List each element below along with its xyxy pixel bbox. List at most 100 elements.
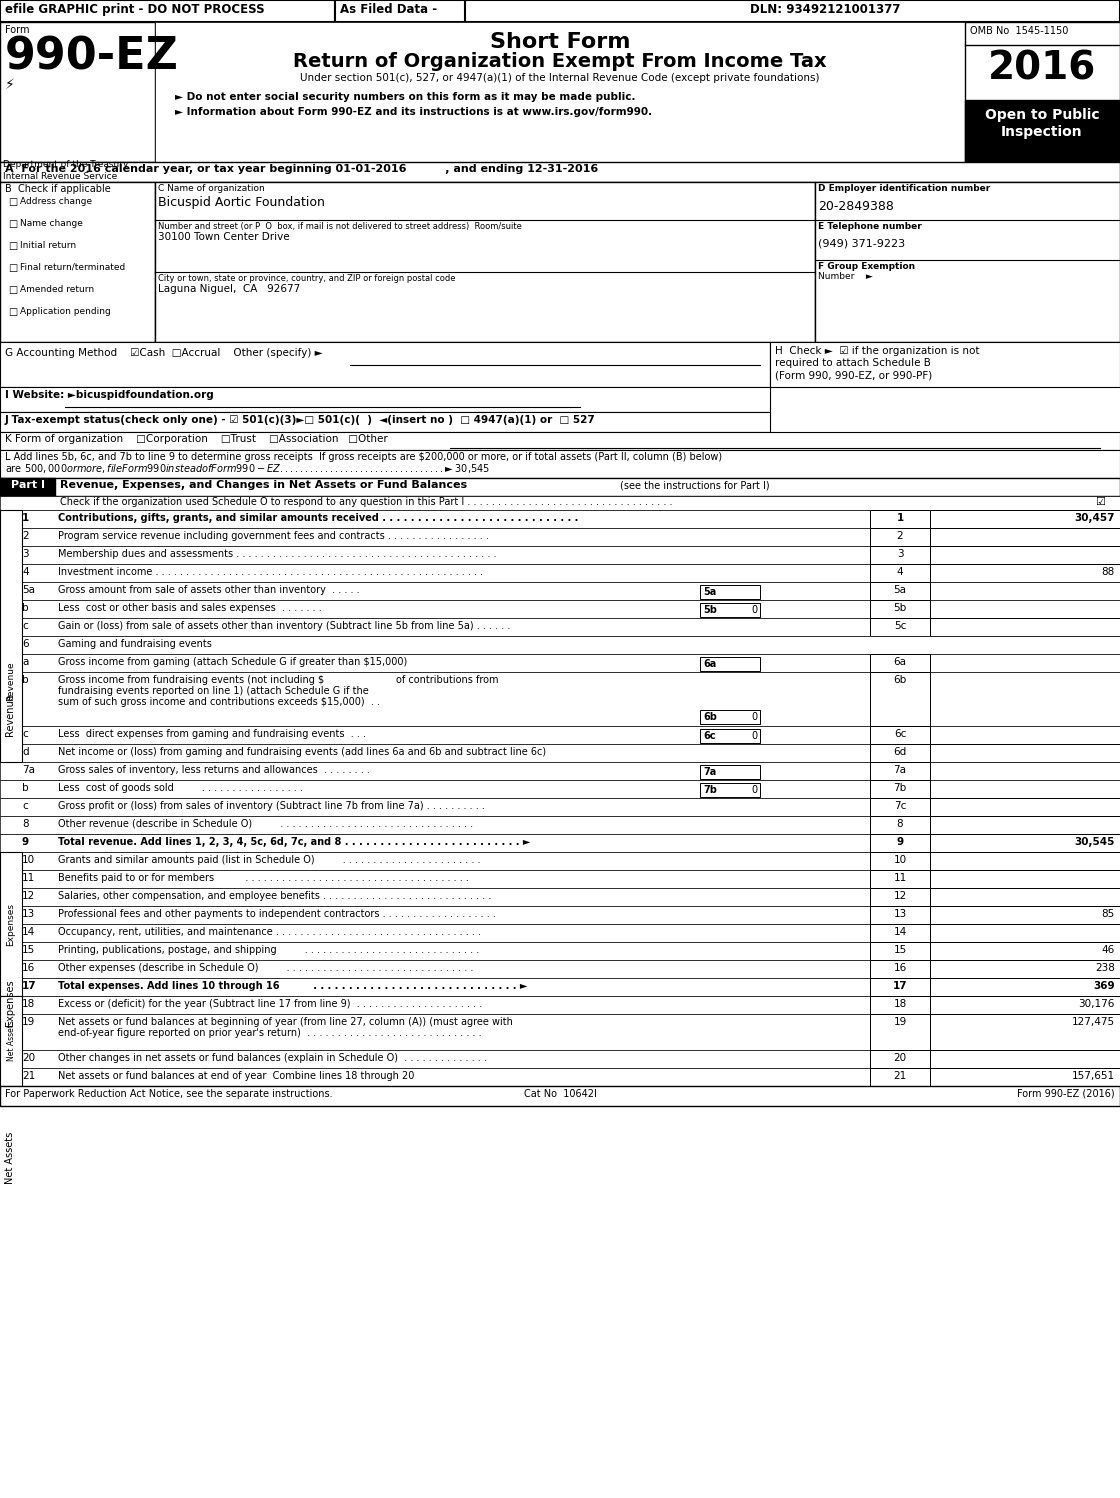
- Bar: [930, 960, 1120, 978]
- Bar: [870, 798, 930, 816]
- Text: 6a: 6a: [703, 659, 717, 670]
- Text: 46: 46: [1102, 945, 1116, 956]
- Text: 10: 10: [894, 855, 906, 864]
- Text: 4: 4: [22, 568, 29, 577]
- Bar: [0, 924, 1120, 942]
- Text: 18: 18: [22, 999, 35, 1010]
- Text: sum of such gross income and contributions exceeds $15,000)  . .: sum of such gross income and contributio…: [58, 697, 380, 707]
- Bar: [870, 601, 930, 619]
- Text: b: b: [22, 783, 29, 792]
- Text: fundraising events reported on line 1) (attach Schedule G if the: fundraising events reported on line 1) (…: [58, 686, 368, 697]
- Text: 17: 17: [893, 981, 907, 992]
- Text: Grants and similar amounts paid (list in Schedule O)         . . . . . . . . . .: Grants and similar amounts paid (list in…: [58, 855, 480, 864]
- Text: 7a: 7a: [894, 765, 906, 774]
- Text: 20: 20: [894, 1053, 906, 1064]
- Bar: [0, 509, 22, 762]
- Bar: [870, 673, 930, 727]
- Text: Final return/terminated: Final return/terminated: [20, 264, 125, 273]
- Bar: [771, 342, 1120, 386]
- Bar: [0, 22, 155, 162]
- Text: c: c: [22, 730, 28, 739]
- Text: D Employer identification number: D Employer identification number: [818, 184, 990, 193]
- Text: 6b: 6b: [703, 712, 717, 722]
- Bar: [930, 1050, 1120, 1068]
- Text: Expenses: Expenses: [4, 980, 15, 1026]
- Bar: [870, 942, 930, 960]
- Text: 11: 11: [22, 873, 35, 882]
- Text: 20-2849388: 20-2849388: [818, 201, 894, 213]
- Bar: [0, 545, 1120, 565]
- Text: required to attach Schedule B: required to attach Schedule B: [775, 358, 931, 369]
- Bar: [870, 1014, 930, 1050]
- Text: Inspection: Inspection: [1001, 124, 1083, 139]
- Text: 6c: 6c: [703, 731, 716, 742]
- Text: 6a: 6a: [894, 658, 906, 667]
- Bar: [930, 870, 1120, 888]
- Bar: [0, 478, 55, 496]
- Text: Program service revenue including government fees and contracts . . . . . . . . : Program service revenue including govern…: [58, 530, 488, 541]
- Text: 15: 15: [894, 945, 906, 956]
- Bar: [335, 0, 465, 22]
- Text: Other revenue (describe in Schedule O)         . . . . . . . . . . . . . . . . .: Other revenue (describe in Schedule O) .…: [58, 819, 473, 828]
- Text: Net Assets: Net Assets: [4, 1131, 15, 1183]
- Text: 30100 Town Center Drive: 30100 Town Center Drive: [158, 232, 290, 243]
- Text: 10: 10: [22, 855, 35, 864]
- Text: 30,457: 30,457: [1074, 512, 1116, 523]
- Bar: [700, 586, 760, 599]
- Bar: [870, 727, 930, 745]
- Bar: [700, 658, 760, 671]
- Text: 14: 14: [894, 927, 906, 938]
- Bar: [0, 996, 1120, 1014]
- Text: □: □: [8, 219, 17, 229]
- Bar: [0, 798, 1120, 816]
- Bar: [0, 1050, 1120, 1068]
- Text: Less  cost of goods sold         . . . . . . . . . . . . . . . . .: Less cost of goods sold . . . . . . . . …: [58, 783, 302, 792]
- Bar: [930, 1014, 1120, 1050]
- Text: (see the instructions for Part I): (see the instructions for Part I): [620, 479, 769, 490]
- Text: □: □: [8, 241, 17, 252]
- Bar: [0, 852, 22, 996]
- Text: efile GRAPHIC print - DO NOT PROCESS: efile GRAPHIC print - DO NOT PROCESS: [4, 3, 264, 16]
- Text: Part I: Part I: [11, 479, 45, 490]
- Text: 7b: 7b: [703, 785, 717, 795]
- Bar: [0, 181, 155, 342]
- Text: 9: 9: [22, 837, 29, 846]
- Text: 1: 1: [22, 512, 29, 523]
- Bar: [0, 762, 1120, 780]
- Bar: [870, 996, 930, 1014]
- Bar: [870, 527, 930, 545]
- Text: Revenue: Revenue: [4, 694, 15, 737]
- Text: Other expenses (describe in Schedule O)         . . . . . . . . . . . . . . . . : Other expenses (describe in Schedule O) …: [58, 963, 474, 974]
- Text: 14: 14: [22, 927, 35, 938]
- Text: Cat No  10642I: Cat No 10642I: [523, 1089, 597, 1100]
- Bar: [0, 478, 1120, 496]
- Text: are $500,000 or more, file Form 990 instead of Form 990-EZ . . . . . . . . . . .: are $500,000 or more, file Form 990 inst…: [4, 461, 491, 475]
- Text: a: a: [22, 658, 28, 667]
- Text: 88: 88: [1102, 568, 1116, 577]
- Text: Gross sales of inventory, less returns and allowances  . . . . . . . .: Gross sales of inventory, less returns a…: [58, 765, 370, 774]
- Bar: [930, 798, 1120, 816]
- Bar: [0, 527, 1120, 545]
- Text: 2: 2: [22, 530, 29, 541]
- Bar: [870, 762, 930, 780]
- Text: 3: 3: [22, 548, 29, 559]
- Text: 6: 6: [22, 640, 29, 649]
- Text: Return of Organization Exempt From Income Tax: Return of Organization Exempt From Incom…: [293, 52, 827, 70]
- Text: 19: 19: [22, 1017, 35, 1028]
- Text: Gaming and fundraising events: Gaming and fundraising events: [58, 640, 212, 649]
- Text: Laguna Niguel,  CA   92677: Laguna Niguel, CA 92677: [158, 285, 300, 294]
- Bar: [870, 655, 930, 673]
- Text: Contributions, gifts, grants, and similar amounts received . . . . . . . . . . .: Contributions, gifts, grants, and simila…: [58, 512, 578, 523]
- Text: 16: 16: [894, 963, 906, 974]
- Bar: [0, 906, 1120, 924]
- Bar: [0, 386, 771, 412]
- Text: Excess or (deficit) for the year (Subtract line 17 from line 9)  . . . . . . . .: Excess or (deficit) for the year (Subtra…: [58, 999, 483, 1010]
- Text: Initial return: Initial return: [20, 241, 76, 250]
- Text: OMB No  1545-1150: OMB No 1545-1150: [970, 25, 1068, 36]
- Text: Salaries, other compensation, and employee benefits . . . . . . . . . . . . . . : Salaries, other compensation, and employ…: [58, 891, 492, 900]
- Bar: [0, 1086, 1120, 1106]
- Text: 0: 0: [750, 785, 757, 795]
- Text: 238: 238: [1095, 963, 1116, 974]
- Text: 5a: 5a: [703, 587, 717, 598]
- Bar: [870, 545, 930, 565]
